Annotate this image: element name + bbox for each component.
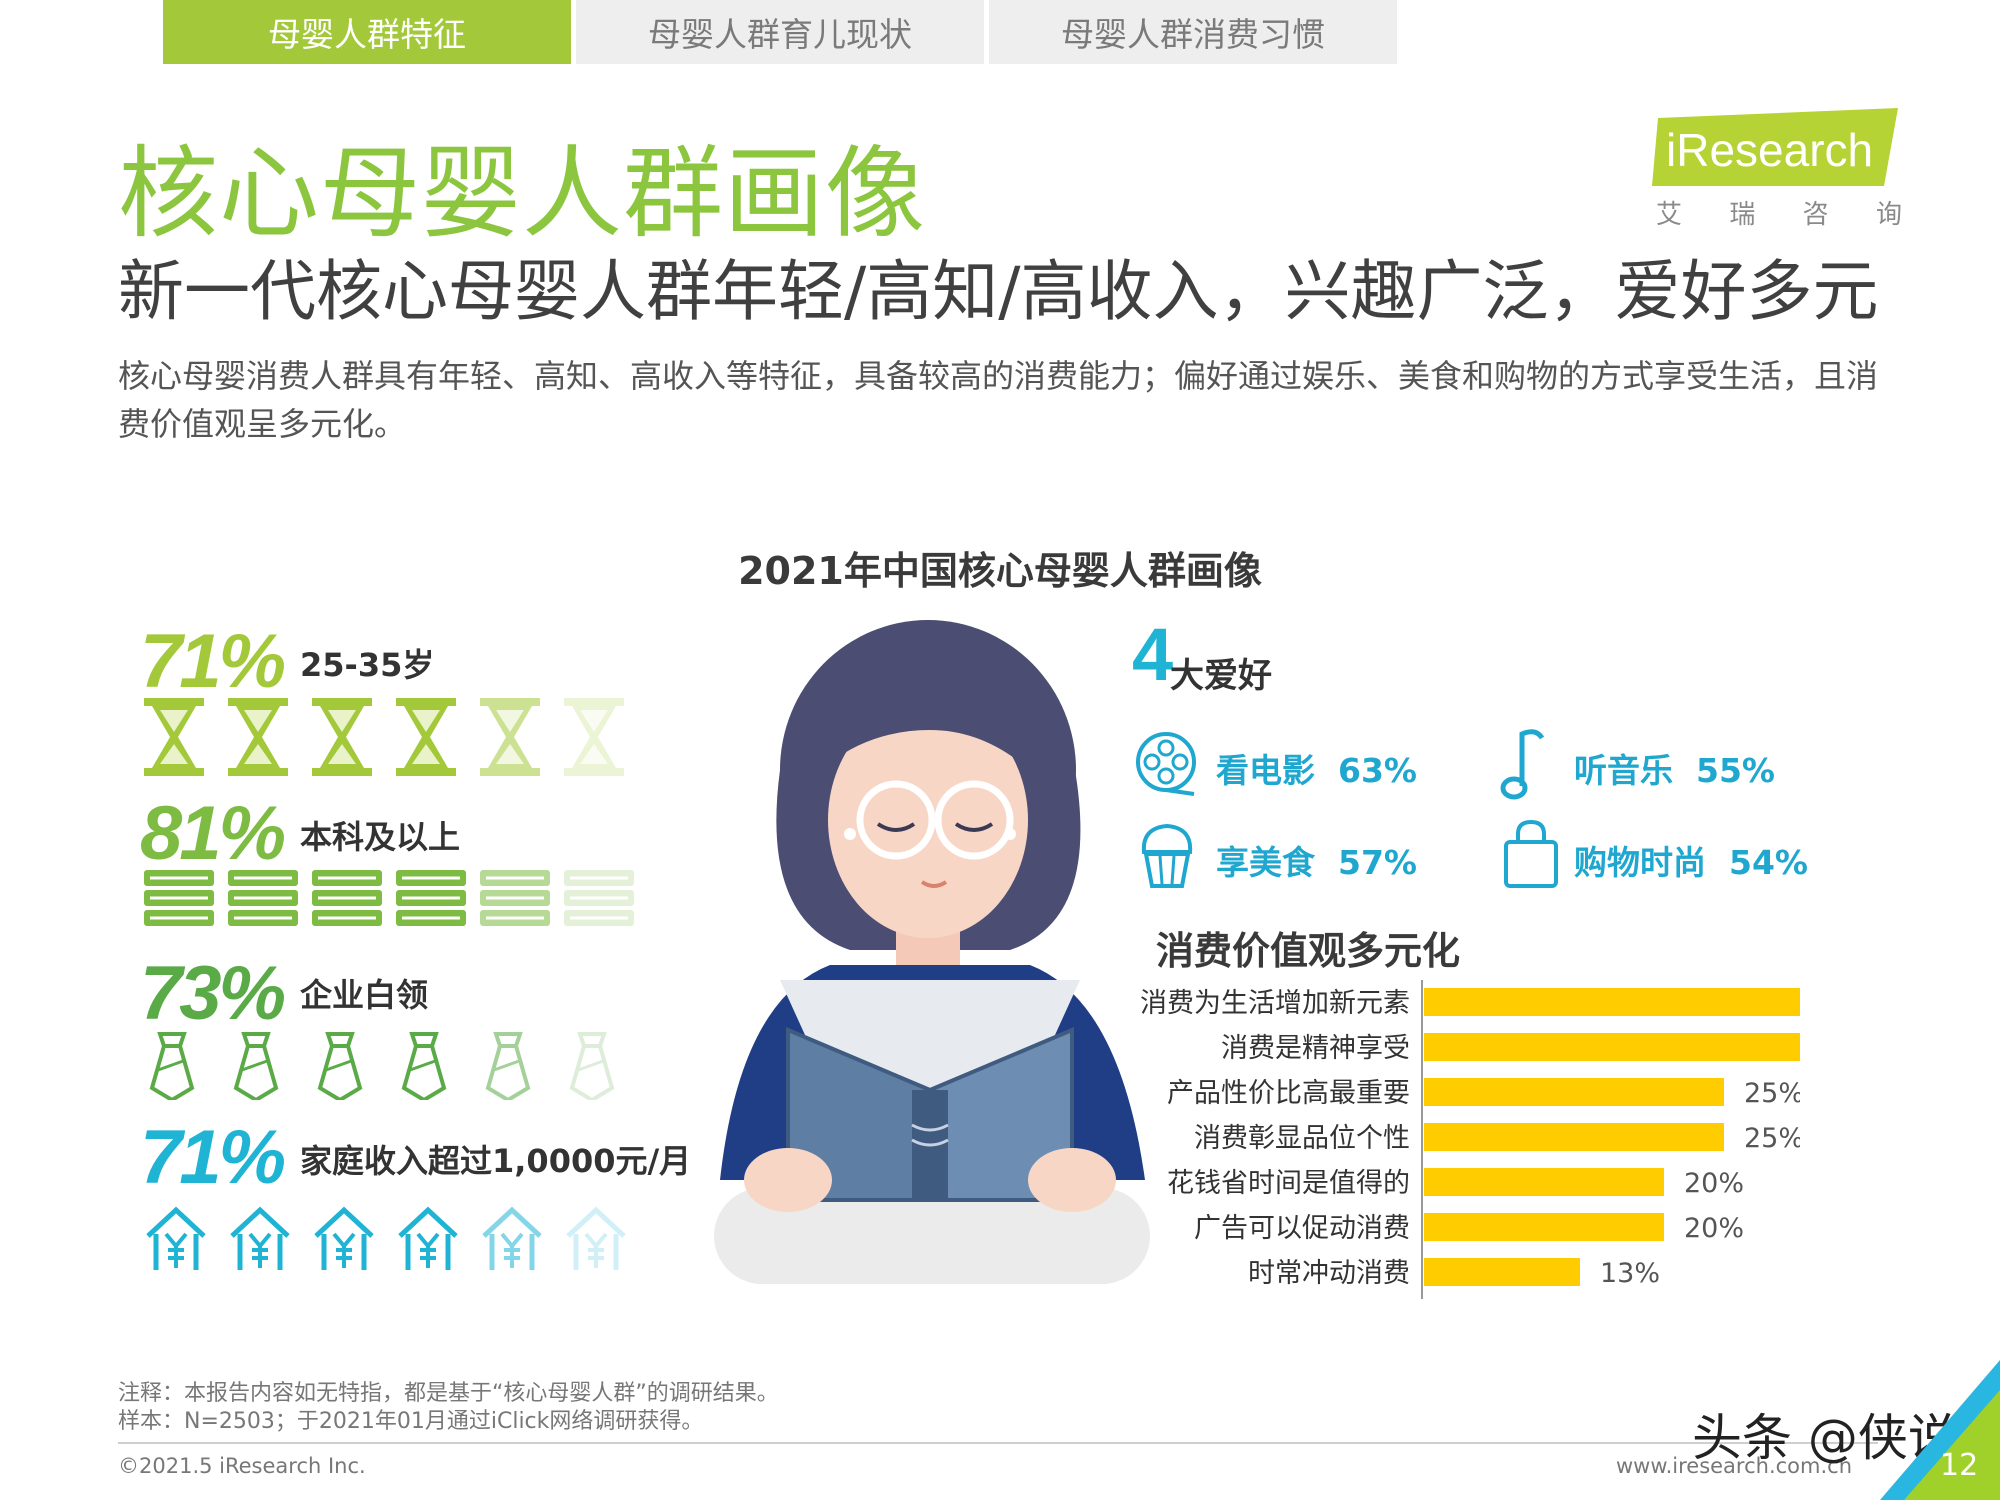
books-icon (228, 870, 298, 926)
hobby-shopping-label: 购物时尚 (1574, 843, 1706, 882)
necktie-icon (317, 1032, 363, 1100)
bar-category-label: 消费为生活增加新元素 (1140, 988, 1410, 1019)
chart-title: 2021年中国核心母婴人群画像 (738, 549, 1262, 593)
hobby-movie-percent: 63% (1337, 751, 1417, 790)
cupcake-icon (1141, 823, 1193, 888)
logo-subtitle: 艾 瑞 咨 询 (1656, 194, 1902, 231)
necktie-icon (149, 1032, 195, 1100)
bar-value-label: 20% (1684, 1213, 1744, 1244)
books-icon (564, 870, 634, 926)
hobby-shopping-percent: 54% (1728, 843, 1808, 882)
bar-value-label: 13% (1600, 1258, 1660, 1289)
page-number: 12 (1940, 1448, 1979, 1483)
toutiao-watermark: 头条 @侠说 (1692, 1409, 1958, 1467)
stat-income-label: 家庭收入超过1,0000元/月 (300, 1142, 692, 1180)
books-icon (312, 870, 382, 926)
values-bar-chart: 消费为生活增加新元素33%消费是精神享受32%产品性价比高最重要25%消费彰显品… (1140, 980, 1800, 1299)
bar-category-label: 消费彰显品位个性 (1194, 1123, 1410, 1154)
house-yuan-icon (314, 1206, 374, 1270)
books-icon (480, 870, 550, 926)
hobby-music-percent: 55% (1695, 751, 1775, 790)
music-note-icon (1500, 729, 1545, 800)
bar (1424, 1168, 1664, 1196)
books-icon (144, 870, 214, 926)
hobby-food: 享美食 57% (1216, 836, 1417, 884)
house-yuan-icon (146, 1206, 206, 1270)
bar-value-label: 25% (1744, 1078, 1800, 1109)
bar-category-label: 时常冲动消费 (1248, 1258, 1410, 1289)
hobby-shopping: 购物时尚 54% (1574, 836, 1808, 884)
tab-consumption-habits[interactable]: 母婴人群消费习惯 (989, 0, 1397, 64)
hobby-music: 听音乐 55% (1574, 744, 1775, 792)
iresearch-logo: iResearch (1652, 108, 1898, 186)
bar-category-label: 广告可以促动消费 (1194, 1213, 1410, 1244)
logo-subtitle-char: 艾 (1656, 200, 1683, 230)
page-subtitle: 新一代核心母婴人群年轻/高知/高收入，兴趣广泛，爱好多元 (118, 253, 1879, 330)
hobby-count: 4 (1132, 613, 1174, 696)
hourglass-icon (396, 698, 456, 776)
logo-subtitle-char: 咨 (1802, 200, 1829, 230)
hourglass-icon (144, 698, 204, 776)
house-yuan-icon (398, 1206, 458, 1270)
necktie-icon (485, 1032, 531, 1100)
house-yuan-icon (482, 1206, 542, 1270)
books-icon-row (144, 870, 634, 926)
bar-value-label: 20% (1684, 1168, 1744, 1199)
stat-age-percent: 71% (140, 619, 286, 704)
stat-education-label: 本科及以上 (300, 818, 461, 856)
bar-category-label: 消费是精神享受 (1221, 1033, 1410, 1064)
stat-occupation-percent: 73% (140, 951, 286, 1036)
bar (1424, 1258, 1580, 1286)
hobby-movie-label: 看电影 (1216, 751, 1315, 790)
bar (1424, 1078, 1724, 1106)
hourglass-icon-row (144, 698, 624, 776)
hobby-movie: 看电影 63% (1216, 744, 1417, 792)
tab-parenting-status[interactable]: 母婴人群育儿现状 (576, 0, 984, 64)
books-icon (396, 870, 466, 926)
logo-wordmark-text: iResearch (1666, 124, 1873, 176)
summary-text: 核心母婴消费人群具有年轻、高知、高收入等特征，具备较高的消费能力；偏好通过娱乐、… (118, 357, 1879, 443)
house-yuan-icon (566, 1206, 626, 1270)
house-yuan-icon (230, 1206, 290, 1270)
logo-subtitle-char: 询 (1875, 200, 1902, 230)
hourglass-icon (480, 698, 540, 776)
bar (1424, 1123, 1724, 1151)
page-title: 核心母婴人群画像 (118, 135, 926, 252)
necktie-icon (569, 1032, 615, 1100)
website-url: www.iresearch.com.cn (1616, 1454, 1853, 1478)
footnote-sample: 样本：N=2503；于2021年01月通过iClick网络调研获得。 (118, 1409, 704, 1434)
bar (1424, 1033, 1800, 1061)
footnote: 注释：本报告内容如无特指，都是基于“核心母婴人群”的调研结果。 样本：N=250… (118, 1380, 779, 1436)
shopping-bag-icon (1504, 819, 1558, 888)
house-yuan-icon-row (146, 1206, 626, 1270)
hourglass-icon (564, 698, 624, 776)
film-reel-icon (1136, 732, 1196, 796)
logo-subtitle-char: 瑞 (1729, 200, 1756, 230)
footer-divider (118, 1442, 1878, 1444)
corner-decoration (1880, 1360, 2000, 1500)
necktie-icon-row (149, 1032, 615, 1100)
hobby-title: 大爱好 (1170, 656, 1272, 696)
stat-education-percent: 81% (140, 791, 286, 876)
woman-reading-illustration (714, 620, 1150, 1284)
bar (1424, 988, 1800, 1016)
bar-category-label: 产品性价比高最重要 (1167, 1078, 1410, 1109)
values-title: 消费价值观多元化 (1156, 929, 1461, 973)
hobby-food-percent: 57% (1337, 843, 1417, 882)
bar (1424, 1213, 1664, 1241)
tab-maternal-characteristics[interactable]: 母婴人群特征 (163, 0, 571, 64)
footnote-note: 注释：本报告内容如无特指，都是基于“核心母婴人群”的调研结果。 (118, 1381, 779, 1406)
copyright: ©2021.5 iResearch Inc. (118, 1454, 366, 1478)
hourglass-icon (228, 698, 288, 776)
necktie-icon (233, 1032, 279, 1100)
bar-value-label: 25% (1744, 1123, 1800, 1154)
bar-category-label: 花钱省时间是值得的 (1167, 1168, 1410, 1199)
stat-age-label: 25-35岁 (300, 646, 435, 684)
necktie-icon (401, 1032, 447, 1100)
hourglass-icon (312, 698, 372, 776)
hobby-food-label: 享美食 (1216, 843, 1315, 882)
hobby-music-label: 听音乐 (1574, 751, 1673, 790)
stat-income-percent: 71% (140, 1115, 286, 1200)
stat-occupation-label: 企业白领 (300, 976, 429, 1014)
